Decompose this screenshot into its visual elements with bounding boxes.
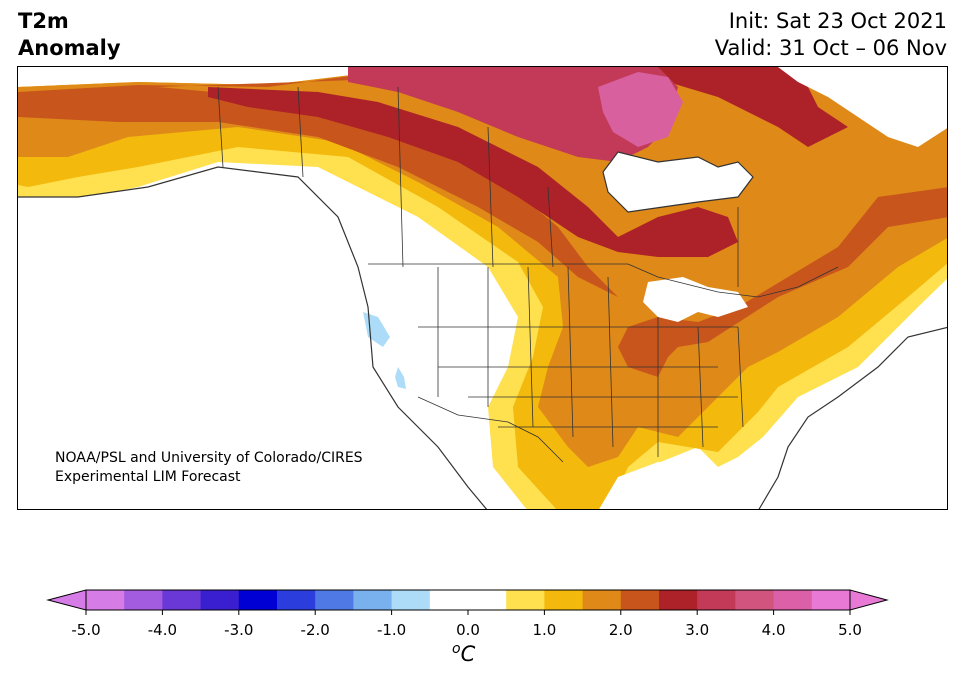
political-borders (217, 86, 839, 463)
colorbar-tick-label: -5.0 (71, 621, 100, 639)
colorbar-tick-label: 1.0 (532, 621, 556, 639)
labrador-sea (778, 67, 947, 147)
atlantic-ocean (721, 327, 947, 509)
colorbar-segment (86, 590, 125, 610)
degree-symbol: o (452, 641, 461, 657)
init-date: Init: Sat 23 Oct 2021 (728, 9, 947, 33)
anomaly-region-3-5 (348, 67, 678, 162)
colorbar-segment (468, 590, 507, 610)
anomaly-region-neg-0-5-b (395, 367, 406, 389)
credit-line-1: NOAA/PSL and University of Colorado/CIRE… (55, 450, 363, 466)
colorbar-tick-label: -2.0 (301, 621, 330, 639)
colorbar-tick-label: -3.0 (224, 621, 253, 639)
colorbar-segment (659, 590, 698, 610)
colorbar-segment (391, 590, 431, 610)
anomaly-map-canvas (18, 67, 947, 509)
anomaly-map (17, 66, 948, 510)
colorbar-segment (429, 590, 469, 610)
colorbar-tick-label: 0.0 (456, 621, 480, 639)
canada-province-borders (217, 86, 739, 287)
hudson-bay-coast (602, 151, 754, 213)
colorbar-segment (200, 590, 240, 610)
colorbar-tick-label: 3.0 (685, 621, 709, 639)
colorbar-unit-label: oC (452, 641, 475, 666)
colorbar-segments (86, 590, 851, 610)
title-line-2: Anomaly (18, 36, 121, 60)
credit-line-2: Experimental LIM Forecast (55, 469, 241, 485)
anomaly-region-4-0 (598, 72, 683, 147)
colorbar-segment (544, 590, 584, 610)
valid-date: Valid: 31 Oct – 06 Nov (714, 36, 947, 60)
colorbar-segment (506, 590, 545, 610)
anomaly-region-neg-0-5-a (363, 312, 390, 347)
colorbar: -5.0 -4.0 -3.0 -2.0 -1.0 0.0 1.0 2.0 3.0 4.0 5.0 (46, 589, 889, 639)
colorbar-segment (162, 590, 202, 610)
west-coast (18, 166, 488, 509)
colorbar-segment (697, 590, 736, 610)
canada-us-border (368, 263, 839, 298)
map-title: T2m Anomaly (18, 8, 121, 62)
forecast-credit: NOAA/PSL and University of Colorado/CIRE… (55, 449, 363, 487)
colorbar-over-arrow (849, 589, 889, 611)
east-coast (758, 326, 947, 509)
anomaly-region-2-5 (208, 67, 848, 257)
us-state-borders (418, 266, 744, 457)
pacific-ocean (18, 167, 487, 509)
colorbar-under-arrow (46, 589, 87, 611)
colorbar-tick-label: 4.0 (762, 621, 786, 639)
colorbar-segment (735, 590, 775, 610)
anomaly-region-2-0 (18, 67, 947, 377)
coastlines (18, 151, 947, 509)
colorbar-segment (582, 590, 622, 610)
title-line-1: T2m (18, 9, 69, 33)
hudson-bay (603, 152, 753, 212)
colorbar-tick-label: 2.0 (609, 621, 633, 639)
colorbar-tick-label: 5.0 (838, 621, 862, 639)
colorbar-segment (277, 590, 316, 610)
arctic-ocean (18, 67, 348, 82)
colorbar-ticks: -5.0 -4.0 -3.0 -2.0 -1.0 0.0 1.0 2.0 3.0 4.0 5.0 (71, 610, 862, 639)
unit-text: C (460, 642, 476, 666)
colorbar-segment (811, 590, 851, 610)
great-lakes (643, 277, 748, 322)
colorbar-segment (238, 590, 278, 610)
colorbar-tick-label: -4.0 (148, 621, 177, 639)
colorbar-segment (620, 590, 660, 610)
colorbar-segment (124, 590, 163, 610)
colorbar-segment (773, 590, 813, 610)
date-header: Init: Sat 23 Oct 2021 Valid: 31 Oct – 06… (715, 8, 947, 62)
colorbar-segment (353, 590, 393, 610)
colorbar-tick-label: -1.0 (377, 621, 406, 639)
us-mexico-border (417, 396, 564, 463)
gulf-of-mexico (599, 462, 757, 509)
colorbar-segment (315, 590, 354, 610)
